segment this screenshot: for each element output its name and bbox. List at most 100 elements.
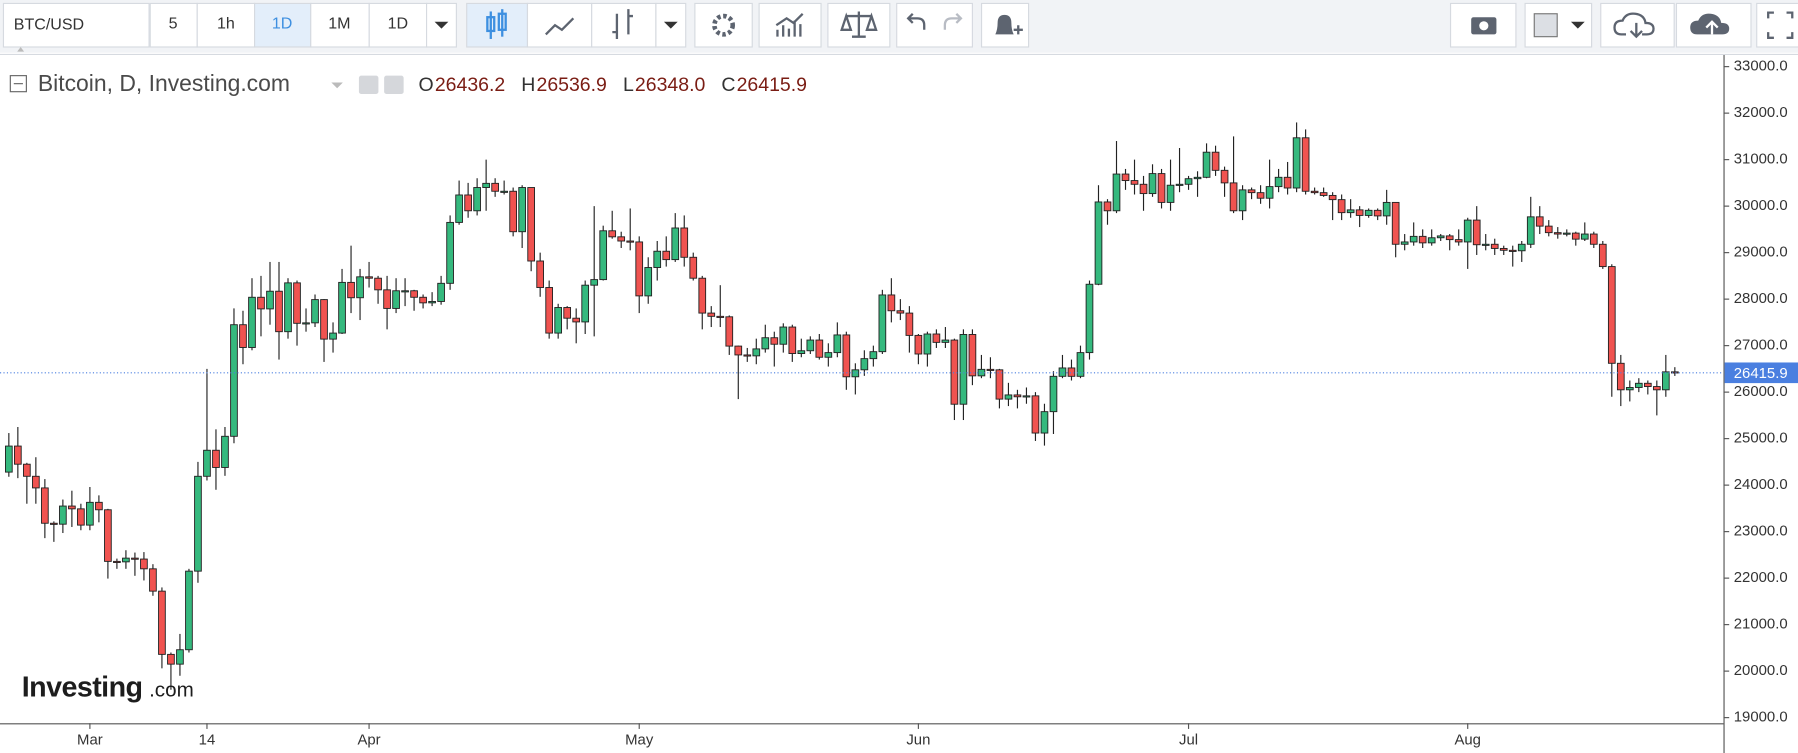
candle-body xyxy=(626,240,635,243)
y-tick-label: 23000.0 xyxy=(1734,524,1788,540)
x-tick-label: Jul xyxy=(1179,732,1198,748)
fullscreen-button[interactable] xyxy=(1756,2,1798,48)
candle-body xyxy=(590,279,599,286)
candle-body xyxy=(14,445,22,465)
candle-body xyxy=(68,505,76,510)
bars-icon xyxy=(612,9,633,39)
candle-body xyxy=(950,339,959,405)
candle-body xyxy=(464,194,472,212)
settings-icon-small[interactable] xyxy=(384,75,404,94)
y-tick-label: 26000.0 xyxy=(1734,384,1788,400)
candle-body xyxy=(1499,247,1508,251)
candle-body xyxy=(527,187,535,262)
candle-body xyxy=(824,352,833,358)
candle-body xyxy=(320,299,328,340)
candle-body xyxy=(419,296,427,304)
candle-body xyxy=(581,284,590,323)
candle-body xyxy=(545,287,554,334)
readout-label: H xyxy=(521,74,535,96)
candle-body xyxy=(644,267,653,297)
undo-redo-button[interactable] xyxy=(896,2,973,48)
candle-body xyxy=(446,221,454,284)
x-tick-label: Mar xyxy=(77,732,103,748)
candle-body xyxy=(1274,176,1283,188)
candle-body xyxy=(1049,375,1058,413)
candle-body xyxy=(1103,201,1112,212)
interval-button[interactable] xyxy=(368,2,428,48)
candle-body xyxy=(1571,232,1580,240)
upload-arrow xyxy=(1705,20,1719,35)
indicators-icon xyxy=(775,12,804,37)
candle-body xyxy=(1643,382,1652,388)
symbol-box[interactable] xyxy=(2,2,150,48)
candle-body xyxy=(995,369,1004,400)
candle-body xyxy=(1652,386,1661,391)
symbol: BTC/USD xyxy=(14,15,84,33)
candle-body xyxy=(194,475,202,572)
candle-body xyxy=(671,227,680,261)
candle-body xyxy=(1040,411,1049,434)
candles-button[interactable] xyxy=(466,2,529,48)
title-dropdown xyxy=(331,82,343,89)
candle-body xyxy=(473,187,481,212)
candle-body xyxy=(1472,219,1481,246)
y-tick-label: 31000.0 xyxy=(1734,152,1788,168)
settings-button[interactable] xyxy=(694,2,753,48)
bars-button[interactable] xyxy=(591,2,657,48)
candle-body xyxy=(1238,189,1247,212)
y-tick-label: 25000.0 xyxy=(1734,431,1788,447)
candle-body xyxy=(140,558,148,570)
interval-button-active[interactable] xyxy=(253,2,312,48)
candle-body xyxy=(689,256,698,279)
candle-body xyxy=(1175,183,1184,186)
dropdown-arrow xyxy=(434,21,449,29)
last-price-tag xyxy=(1724,362,1798,384)
interval-button[interactable] xyxy=(310,2,370,48)
candle-body xyxy=(1058,367,1067,377)
y-tick-label: 32000.0 xyxy=(1734,105,1788,121)
candle-body xyxy=(1562,232,1571,235)
candle-body xyxy=(1247,189,1256,194)
readout-label: O xyxy=(419,74,434,96)
candle-body xyxy=(896,310,905,314)
candle-body xyxy=(1265,186,1274,199)
eye-icon[interactable] xyxy=(358,75,379,94)
candle-body xyxy=(842,334,851,378)
candle-body xyxy=(23,463,31,477)
candle-body xyxy=(1607,266,1616,364)
candle-body xyxy=(158,590,166,655)
candle-body xyxy=(797,350,806,354)
candle-body xyxy=(806,339,815,352)
candle-body xyxy=(257,296,265,310)
interval-button[interactable] xyxy=(149,2,198,48)
candle-body xyxy=(1355,209,1364,216)
candle-body xyxy=(1004,394,1013,400)
candle-body xyxy=(653,250,662,268)
candle-body xyxy=(635,241,644,297)
candle-body xyxy=(59,505,67,525)
candle-body xyxy=(860,358,869,371)
candle-body xyxy=(1292,137,1301,189)
alert-plus xyxy=(1013,25,1023,35)
indicators-button[interactable] xyxy=(758,2,822,48)
candle-body xyxy=(1148,173,1157,195)
candle-body xyxy=(1391,201,1400,245)
readout-value: 26436.2 xyxy=(435,74,505,96)
candle-body xyxy=(1526,216,1535,245)
candle-body xyxy=(959,334,968,405)
candle-body xyxy=(1436,235,1445,239)
candle-body xyxy=(1328,194,1337,201)
candle-body xyxy=(761,337,770,350)
y-tick-label: 33000.0 xyxy=(1734,59,1788,75)
candle-body xyxy=(1193,176,1202,180)
candles-icon xyxy=(486,9,507,39)
candle-body xyxy=(815,339,824,358)
candle-body xyxy=(410,290,418,298)
interval-button[interactable] xyxy=(196,2,256,48)
candle-body xyxy=(338,281,346,334)
line-button[interactable] xyxy=(526,2,593,48)
candle-body xyxy=(743,354,752,357)
candle-body xyxy=(1220,169,1229,184)
